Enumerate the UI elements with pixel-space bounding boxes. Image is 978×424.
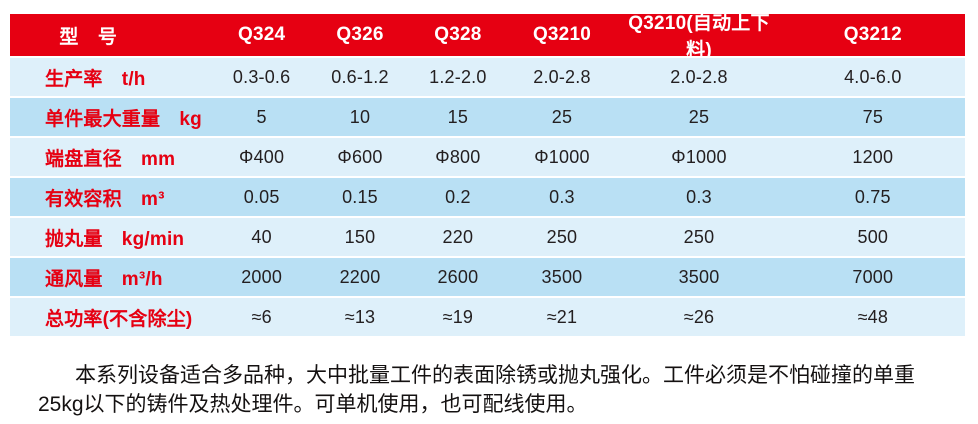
table-cell: 2600 <box>437 266 479 287</box>
row-label: 通风量 m³/h <box>45 268 163 290</box>
table-cell: 7000 <box>852 266 894 287</box>
column-header-q3212: Q3212 <box>843 24 902 45</box>
table-cell: 2.0-2.8 <box>670 66 728 87</box>
row-label: 单件最大重量 kg <box>45 108 202 130</box>
row-label: 总功率(不含除尘) <box>45 308 193 330</box>
table-cell: 2.0-2.8 <box>533 66 591 87</box>
column-header-q324: Q324 <box>237 24 286 45</box>
table-cell: 500 <box>857 226 889 247</box>
table-cell: 0.05 <box>243 186 280 207</box>
column-header-model: 型 号 <box>59 26 118 48</box>
table-cell: 40 <box>251 226 272 247</box>
table-cell: 0.75 <box>854 186 891 207</box>
spec-table: 型 号 Q324 Q326 Q328 Q3210 Q3210(自动上下料) Q3… <box>10 13 965 336</box>
column-header-q3210: Q3210 <box>532 24 591 45</box>
table-cell: ≈21 <box>546 306 578 327</box>
table-row-shot-flow-rate: 抛丸量 kg/min 40 150 220 250 250 500 <box>10 218 965 256</box>
table-cell: 4.0-6.0 <box>844 66 902 87</box>
table-row-production-rate: 生产率 t/h 0.3-0.6 0.6-1.2 1.2-2.0 2.0-2.8 … <box>10 58 965 96</box>
table-cell: 0.6-1.2 <box>331 66 389 87</box>
table-row-effective-volume: 有效容积 m³ 0.05 0.15 0.2 0.3 0.3 0.75 <box>10 178 965 216</box>
column-header-q328: Q328 <box>434 24 482 45</box>
table-cell: 150 <box>344 226 376 247</box>
table-cell: 25 <box>551 106 573 127</box>
table-cell: Φ800 <box>435 146 481 167</box>
table-cell: 2200 <box>339 266 381 287</box>
table-cell: 250 <box>683 226 715 247</box>
table-cell: 1200 <box>852 146 894 167</box>
row-label: 端盘直径 mm <box>45 148 176 170</box>
table-cell: Φ1000 <box>534 146 590 167</box>
table-cell: Φ600 <box>337 146 383 167</box>
table-row-max-piece-weight: 单件最大重量 kg 5 10 15 25 25 75 <box>10 98 965 136</box>
column-header-q326: Q326 <box>336 24 384 45</box>
table-cell: 0.3 <box>549 186 575 207</box>
description-note: 本系列设备适合多品种，大中批量工件的表面除锈或抛丸强化。工件必须是不怕碰撞的单重… <box>38 361 968 419</box>
table-header-row: 型 号 Q324 Q326 Q328 Q3210 Q3210(自动上下料) Q3… <box>10 13 965 61</box>
table-cell: ≈48 <box>857 306 889 327</box>
table-cell: ≈13 <box>344 306 376 327</box>
table-cell: 0.15 <box>342 186 378 207</box>
table-cell: ≈6 <box>251 306 272 327</box>
table-cell: 75 <box>862 106 884 127</box>
table-cell: 25 <box>688 106 710 127</box>
table-cell: ≈26 <box>683 306 715 327</box>
table-cell: ≈19 <box>442 306 474 327</box>
table-row-total-power: 总功率(不含除尘) ≈6 ≈13 ≈19 ≈21 ≈26 ≈48 <box>10 298 965 336</box>
table-cell: 0.3 <box>686 186 712 207</box>
row-label: 有效容积 m³ <box>45 188 165 210</box>
table-cell: 250 <box>546 226 578 247</box>
table-cell: 0.3-0.6 <box>232 66 291 87</box>
row-label: 生产率 t/h <box>45 68 146 90</box>
table-cell: 0.2 <box>445 186 471 207</box>
table-cell: 1.2-2.0 <box>429 66 487 87</box>
table-cell: Φ1000 <box>671 146 727 167</box>
column-header-q3210-auto: Q3210(自动上下料) <box>628 13 770 61</box>
row-label: 抛丸量 kg/min <box>45 228 185 250</box>
table-row-ventilation: 通风量 m³/h 2000 2200 2600 3500 3500 7000 <box>10 258 965 296</box>
table-cell: 3500 <box>541 266 583 287</box>
table-cell: 5 <box>256 106 267 127</box>
note-line: 25kg以下的铸件及热处理件。可单机使用，也可配线使用。 <box>38 393 588 416</box>
table-cell: 3500 <box>678 266 720 287</box>
table-cell: 15 <box>447 106 469 127</box>
table-cell: 2000 <box>241 266 283 287</box>
table-cell: Φ400 <box>239 146 285 167</box>
table-cell: 220 <box>442 226 474 247</box>
note-line: 本系列设备适合多品种，大中批量工件的表面除锈或抛丸强化。工件必须是不怕碰撞的单重 <box>75 364 915 387</box>
table-row-end-disc-diameter: 端盘直径 mm Φ400 Φ600 Φ800 Φ1000 Φ1000 1200 <box>10 138 965 176</box>
table-cell: 10 <box>349 106 371 127</box>
